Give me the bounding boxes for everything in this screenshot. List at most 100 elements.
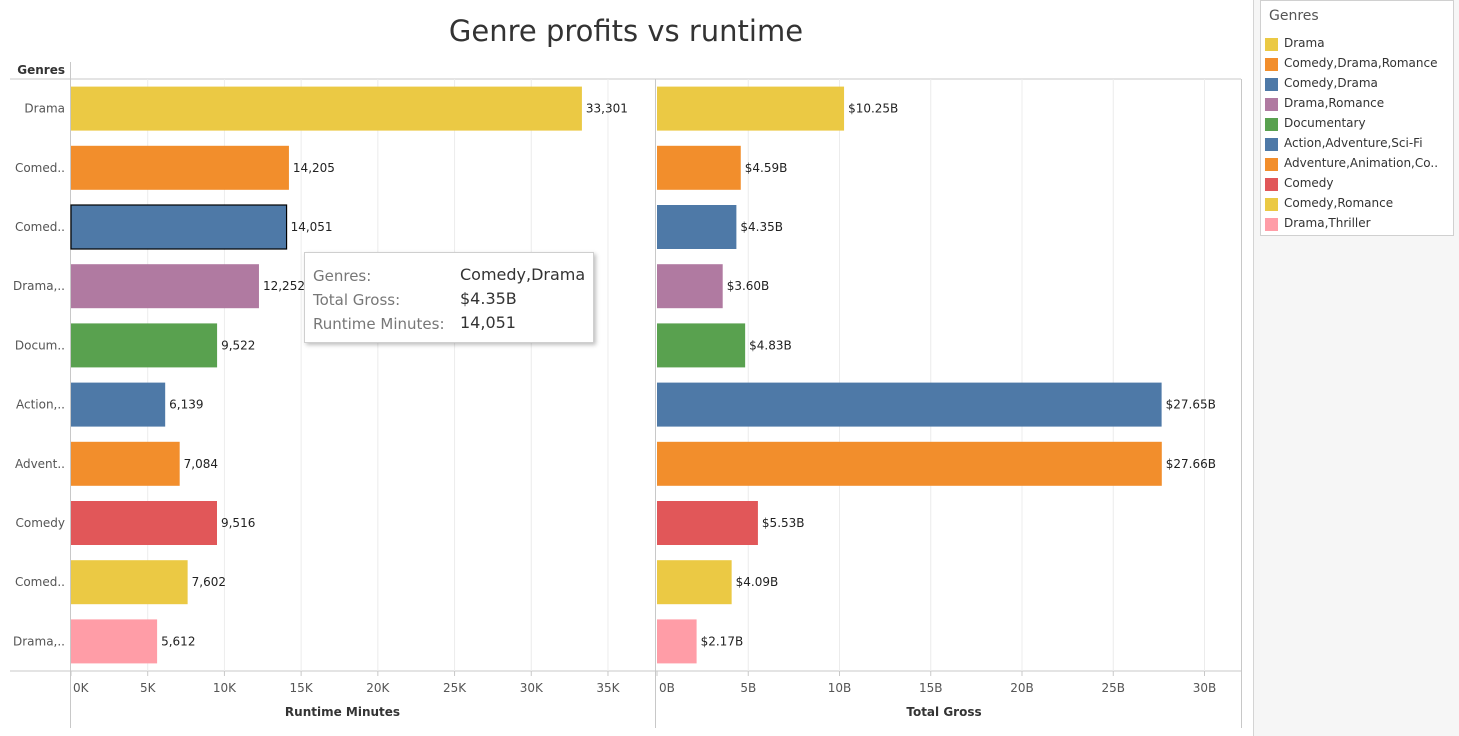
tooltip-runtime-value: 14,051 bbox=[460, 313, 516, 332]
legend-item[interactable]: Documentary bbox=[1265, 114, 1451, 134]
data-label: $4.59B bbox=[745, 161, 788, 175]
legend-swatch bbox=[1265, 178, 1278, 191]
data-label: $2.17B bbox=[701, 634, 744, 648]
data-label: $10.25B bbox=[848, 102, 898, 116]
tooltip-gross-key: Total Gross: bbox=[313, 291, 401, 309]
bar bbox=[657, 86, 845, 131]
data-label: $4.35B bbox=[740, 220, 783, 234]
legend-item[interactable]: Adventure,Animation,Co.. bbox=[1265, 154, 1451, 174]
legend-swatch bbox=[1265, 138, 1278, 151]
row-label: Comedy bbox=[15, 516, 65, 530]
bar bbox=[657, 382, 1162, 427]
bar bbox=[71, 560, 188, 605]
legend-swatch bbox=[1265, 218, 1278, 231]
legend-swatch bbox=[1265, 78, 1278, 91]
legend-label: Drama bbox=[1284, 36, 1325, 50]
data-label: 7,602 bbox=[192, 575, 226, 589]
tooltip-row-gross: Total Gross: $4.35B bbox=[313, 287, 593, 309]
legend-label: Comedy bbox=[1284, 176, 1334, 190]
data-label: 5,612 bbox=[161, 634, 195, 648]
legend-item[interactable]: Drama bbox=[1265, 34, 1451, 54]
legend-item[interactable]: Comedy bbox=[1265, 174, 1451, 194]
legend-label: Documentary bbox=[1284, 116, 1366, 130]
legend-swatch bbox=[1265, 198, 1278, 211]
legend: Genres Drama Comedy,Drama,Romance Comedy,D… bbox=[1260, 0, 1454, 236]
data-label: $27.66B bbox=[1166, 457, 1216, 471]
bar bbox=[71, 441, 180, 486]
legend-label: Adventure,Animation,Co.. bbox=[1284, 156, 1439, 170]
chart-area: Genres Drama Comed.. Comed.. Drama,.. Docum..… bbox=[10, 62, 1242, 728]
legend-swatch bbox=[1265, 38, 1278, 51]
bar bbox=[70, 204, 288, 250]
data-label: 6,139 bbox=[169, 398, 203, 412]
legend-item[interactable]: Comedy,Drama bbox=[1265, 74, 1451, 94]
tooltip: Genres: Comedy,Drama Total Gross: $4.35B… bbox=[304, 252, 594, 343]
data-label: $4.09B bbox=[736, 575, 779, 589]
tick-label: 30B bbox=[1193, 681, 1217, 695]
row-label: Drama bbox=[24, 102, 65, 116]
tick-label: 25B bbox=[1101, 681, 1125, 695]
data-label: 33,301 bbox=[586, 102, 628, 116]
bar bbox=[657, 145, 741, 190]
bar bbox=[657, 441, 1162, 486]
data-label: 14,205 bbox=[293, 161, 335, 175]
legend-swatch bbox=[1265, 118, 1278, 131]
row-label: Drama,.. bbox=[13, 279, 65, 293]
data-label: 9,516 bbox=[221, 516, 255, 530]
data-label: 9,522 bbox=[221, 338, 255, 352]
row-label: Comed.. bbox=[15, 575, 65, 589]
tick-label: 35K bbox=[596, 681, 620, 695]
legend-item[interactable]: Comedy,Romance bbox=[1265, 194, 1451, 214]
bar bbox=[71, 86, 582, 131]
tooltip-gross-value: $4.35B bbox=[460, 289, 517, 308]
legend-swatch bbox=[1265, 98, 1278, 111]
legend-label: Comedy,Romance bbox=[1284, 196, 1394, 210]
row-header-label: Genres bbox=[17, 63, 65, 77]
tick-label: 0K bbox=[73, 681, 90, 695]
tick-label: 20B bbox=[1010, 681, 1034, 695]
bar bbox=[657, 560, 732, 605]
legend-label: Comedy,Drama bbox=[1284, 76, 1378, 90]
bar bbox=[71, 145, 289, 190]
tooltip-row-runtime: Runtime Minutes: 14,051 bbox=[313, 311, 593, 333]
tick-label: 5B bbox=[740, 681, 756, 695]
tooltip-genres-value: Comedy,Drama bbox=[460, 265, 586, 284]
legend-item[interactable]: Drama,Thriller bbox=[1265, 214, 1451, 234]
data-label: 12,252 bbox=[263, 279, 305, 293]
bar bbox=[657, 323, 746, 368]
row-label: Comed.. bbox=[15, 220, 65, 234]
legend-swatch bbox=[1265, 158, 1278, 171]
bar bbox=[657, 501, 758, 545]
data-label: $4.83B bbox=[749, 338, 792, 352]
bar bbox=[71, 382, 166, 427]
bar bbox=[71, 501, 217, 545]
tick-label: 10K bbox=[213, 681, 237, 695]
data-label: $5.53B bbox=[762, 516, 805, 530]
bar bbox=[657, 205, 737, 249]
data-label: $3.60B bbox=[727, 279, 770, 293]
bar bbox=[71, 264, 259, 309]
tooltip-row-genres: Genres: Comedy,Drama bbox=[313, 263, 593, 285]
tick-label: 15B bbox=[919, 681, 943, 695]
tooltip-runtime-key: Runtime Minutes: bbox=[313, 315, 445, 333]
row-label: Action,.. bbox=[16, 398, 65, 412]
legend-label: Action,Adventure,Sci-Fi bbox=[1284, 136, 1423, 150]
legend-label: Drama,Romance bbox=[1284, 96, 1385, 110]
bar bbox=[657, 264, 723, 309]
legend-item[interactable]: Action,Adventure,Sci-Fi bbox=[1265, 134, 1451, 154]
data-label: $27.65B bbox=[1166, 398, 1216, 412]
tick-label: 15K bbox=[290, 681, 314, 695]
legend-label: Drama,Thriller bbox=[1284, 216, 1371, 230]
row-label: Docum.. bbox=[15, 338, 65, 352]
legend-item[interactable]: Comedy,Drama,Romance bbox=[1265, 54, 1451, 74]
row-label: Drama,.. bbox=[13, 634, 65, 648]
tick-label: 25K bbox=[443, 681, 467, 695]
row-label: Advent.. bbox=[15, 457, 65, 471]
legend-item[interactable]: Drama,Romance bbox=[1265, 94, 1451, 114]
legend-label: Comedy,Drama,Romance bbox=[1284, 56, 1438, 70]
bar bbox=[657, 619, 697, 664]
tick-label: 10B bbox=[828, 681, 852, 695]
axis-title: Runtime Minutes bbox=[285, 705, 400, 719]
legend-title: Genres bbox=[1269, 8, 1319, 24]
tick-label: 30K bbox=[520, 681, 544, 695]
